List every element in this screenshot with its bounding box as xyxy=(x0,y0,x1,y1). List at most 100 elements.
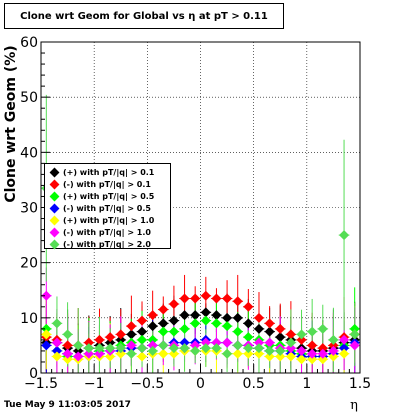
data-point xyxy=(190,318,201,329)
data-point xyxy=(51,345,62,356)
data-point xyxy=(275,332,286,343)
legend-marker xyxy=(49,239,60,249)
x-tick-label: 0.5 xyxy=(243,376,265,392)
data-point xyxy=(200,290,211,301)
legend-entry: (-) with pT/|q| > 0.1 xyxy=(49,178,170,190)
data-point xyxy=(307,348,318,359)
data-point xyxy=(168,348,179,359)
legend-entry: (+) with pT/|q| > 0.1 xyxy=(49,166,170,178)
data-markers xyxy=(41,183,360,365)
data-point xyxy=(222,348,233,359)
data-point xyxy=(147,340,158,351)
data-point xyxy=(137,326,148,337)
tick-labels: −1.5 −1 −0.5 0 0.5 1 1.5 0 10 20 30 40 50 60 xyxy=(20,35,371,392)
data-point xyxy=(222,293,233,304)
data-point xyxy=(105,337,116,348)
data-point xyxy=(126,340,137,351)
data-point xyxy=(211,293,222,304)
data-point xyxy=(339,343,350,354)
data-point xyxy=(296,329,307,340)
data-point xyxy=(147,334,158,345)
data-point xyxy=(73,340,84,351)
legend-label: (-) with pT/|q| > 0.5 xyxy=(63,203,151,213)
data-point xyxy=(168,315,179,326)
data-point xyxy=(243,343,254,354)
data-point xyxy=(264,345,275,356)
x-tick-label: 1 xyxy=(302,376,311,392)
legend-label: (-) with pT/|q| > 0.1 xyxy=(63,179,151,189)
data-point xyxy=(264,351,275,362)
data-point xyxy=(62,348,73,359)
data-point xyxy=(339,230,350,241)
data-point xyxy=(94,343,105,354)
data-point xyxy=(168,343,179,354)
legend-label: (+) with pT/|q| > 0.5 xyxy=(63,191,155,201)
data-point xyxy=(83,337,94,348)
data-point xyxy=(115,343,126,354)
data-point xyxy=(200,337,211,348)
data-point xyxy=(211,337,222,348)
y-tick-label: 0 xyxy=(29,366,38,382)
data-point xyxy=(296,354,307,365)
data-point xyxy=(264,337,275,348)
data-point xyxy=(105,343,116,354)
datestamp: Tue May 9 11:03:05 2017 xyxy=(4,400,131,410)
data-point xyxy=(285,329,296,340)
y-tick-label: 50 xyxy=(20,90,38,106)
data-point xyxy=(285,343,296,354)
data-point xyxy=(94,348,105,359)
data-point xyxy=(158,326,169,337)
legend-marker xyxy=(49,203,60,213)
data-point xyxy=(105,351,116,362)
y-tick-label: 40 xyxy=(20,145,38,161)
data-point xyxy=(168,299,179,310)
x-tick-label: 1.5 xyxy=(349,376,371,392)
data-point xyxy=(307,326,318,337)
data-point xyxy=(349,340,360,351)
data-point xyxy=(222,337,233,348)
data-point xyxy=(126,348,137,359)
legend-entry: (+) with pT/|q| > 1.0 xyxy=(49,214,170,226)
data-point xyxy=(158,318,169,329)
x-axis-label: η xyxy=(350,398,358,413)
data-point xyxy=(275,351,286,362)
legend: (+) with pT/|q| > 0.1 (-) with pT/|q| > … xyxy=(44,163,171,249)
data-point xyxy=(275,345,286,356)
data-point xyxy=(94,334,105,345)
data-point xyxy=(179,337,190,348)
x-tick-label: −0.5 xyxy=(130,376,164,392)
data-point xyxy=(115,329,126,340)
data-point xyxy=(317,354,328,365)
data-point xyxy=(62,354,73,365)
legend-label: (-) with pT/|q| > 2.0 xyxy=(63,239,151,249)
axis-ticks xyxy=(40,41,361,374)
data-point xyxy=(147,321,158,332)
data-point xyxy=(190,340,201,351)
legend-entry: (+) with pT/|q| > 0.5 xyxy=(49,190,170,202)
data-point xyxy=(168,326,179,337)
legend-marker xyxy=(49,215,60,225)
data-point xyxy=(264,318,275,329)
data-point xyxy=(317,348,328,359)
data-point xyxy=(211,343,222,354)
data-point xyxy=(232,348,243,359)
data-point xyxy=(115,334,126,345)
data-point xyxy=(328,334,339,345)
data-point xyxy=(137,343,148,354)
data-point xyxy=(51,351,62,362)
data-point xyxy=(51,337,62,348)
y-tick-label: 20 xyxy=(20,256,38,272)
data-point xyxy=(41,340,52,351)
data-point xyxy=(200,343,211,354)
data-point xyxy=(317,323,328,334)
data-point xyxy=(83,343,94,354)
legend-label: (+) with pT/|q| > 1.0 xyxy=(63,215,155,225)
data-point xyxy=(232,326,243,337)
data-point xyxy=(190,310,201,321)
data-point xyxy=(296,345,307,356)
data-point xyxy=(126,329,137,340)
data-point xyxy=(211,318,222,329)
data-point xyxy=(307,340,318,351)
data-point xyxy=(253,343,264,354)
data-point xyxy=(232,296,243,307)
